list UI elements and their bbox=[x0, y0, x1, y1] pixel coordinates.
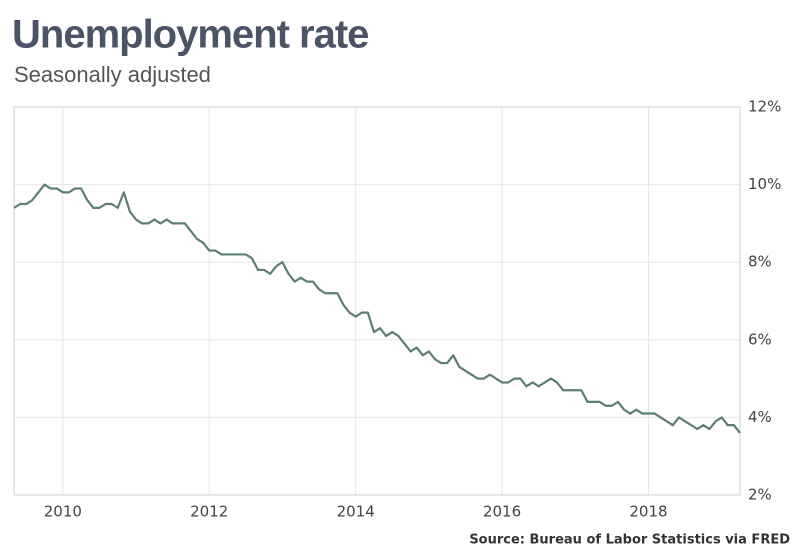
y-tick-label: 2% bbox=[748, 486, 772, 504]
y-tick-label: 8% bbox=[748, 253, 772, 271]
plot-frame bbox=[13, 106, 741, 496]
chart-subtitle: Seasonally adjusted bbox=[14, 62, 211, 87]
y-tick-label: 4% bbox=[748, 408, 772, 426]
y-tick-label: 12% bbox=[748, 98, 781, 116]
x-tick-label: 2010 bbox=[44, 503, 82, 521]
y-tick-label: 10% bbox=[748, 175, 781, 193]
chart-title: Unemployment rate bbox=[12, 13, 368, 57]
source-note: Source: Bureau of Labor Statistics via F… bbox=[469, 533, 790, 548]
x-tick-label: 2014 bbox=[337, 503, 375, 521]
x-tick-label: 2016 bbox=[483, 503, 521, 521]
line bbox=[13, 183, 741, 434]
x-tick-label: 2018 bbox=[629, 503, 667, 521]
y-tick-label: 6% bbox=[748, 330, 772, 348]
x-tick-label: 2012 bbox=[190, 503, 228, 521]
